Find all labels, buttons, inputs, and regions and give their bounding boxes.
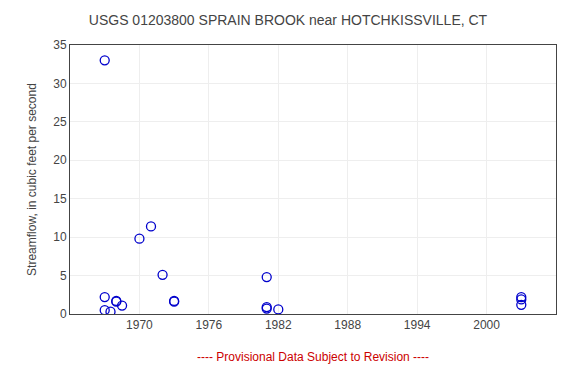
svg-text:30: 30	[53, 77, 67, 91]
svg-text:2000: 2000	[473, 318, 500, 332]
svg-text:0: 0	[60, 307, 67, 321]
svg-text:15: 15	[53, 192, 67, 206]
svg-text:20: 20	[53, 153, 67, 167]
svg-text:35: 35	[53, 38, 67, 52]
svg-text:10: 10	[53, 230, 67, 244]
svg-text:Streamflow, in cubic feet per: Streamflow, in cubic feet per second	[25, 83, 39, 276]
svg-text:25: 25	[53, 115, 67, 129]
svg-text:1970: 1970	[126, 318, 153, 332]
svg-text:---- Provisional Data Subject: ---- Provisional Data Subject to Revisio…	[197, 350, 429, 364]
svg-text:USGS 01203800 SPRAIN BROOK nea: USGS 01203800 SPRAIN BROOK near HOTCHKIS…	[89, 12, 488, 28]
svg-text:1994: 1994	[404, 318, 431, 332]
svg-text:1988: 1988	[334, 318, 361, 332]
svg-text:1976: 1976	[196, 318, 223, 332]
svg-text:5: 5	[60, 269, 67, 283]
svg-text:1982: 1982	[265, 318, 292, 332]
